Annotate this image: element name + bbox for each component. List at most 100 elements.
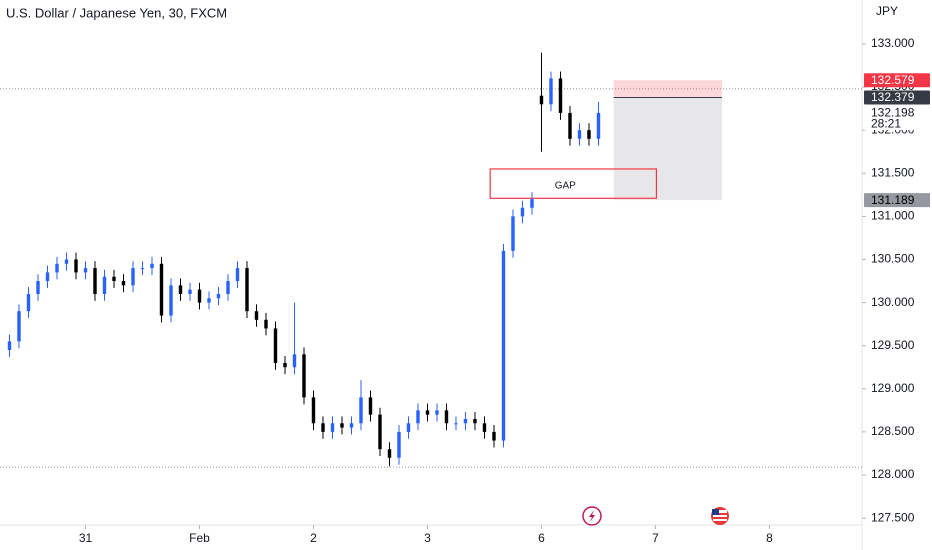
candle-body [207, 298, 211, 303]
candle-body [150, 263, 154, 269]
candle-body [159, 263, 164, 316]
y-unit: JPY [876, 4, 898, 18]
flag-stripe [713, 510, 727, 513]
candle-body [539, 95, 544, 105]
candle-body [473, 418, 477, 424]
candle-body [17, 311, 21, 342]
flag-stripe [713, 515, 727, 517]
flag-icon[interactable] [711, 507, 729, 525]
candle-body [235, 268, 240, 282]
candle-body [549, 78, 553, 105]
y-tick-label: 130.000 [871, 295, 915, 309]
candle-body [64, 259, 69, 264]
price-label: 132.579 [871, 73, 915, 87]
y-tick-label: 131.500 [871, 165, 915, 179]
candle-body [340, 423, 344, 428]
lightning [589, 510, 595, 522]
candle-body [7, 341, 12, 350]
price-label: 132.379 [871, 90, 915, 104]
candle-body [454, 423, 458, 425]
candle-body [245, 268, 249, 312]
candle-body [188, 289, 192, 294]
gap-box [489, 168, 658, 199]
candle-body [558, 78, 563, 113]
candle-body [45, 272, 50, 282]
y-tick-label: 129.500 [871, 338, 915, 352]
candle-body [368, 397, 373, 415]
candle-body [197, 289, 202, 303]
candle-body [492, 431, 496, 441]
candle-body [520, 207, 525, 217]
event-icon[interactable] [582, 506, 602, 526]
candle-body [121, 281, 126, 286]
candle-body [26, 293, 31, 312]
candle-body [93, 268, 97, 294]
candle-body [292, 354, 297, 368]
candle-body [359, 397, 363, 424]
y-tick-label: 127.500 [871, 510, 915, 524]
candle-body [435, 410, 439, 415]
price-label-bg [864, 73, 930, 88]
candle-body [587, 130, 591, 139]
candle-body [397, 431, 401, 458]
candle-body [112, 276, 116, 282]
x-tick-label: 6 [538, 531, 545, 545]
price-label: 131.189 [871, 193, 915, 207]
y-tick-label: 128.000 [871, 467, 915, 481]
candle-body [406, 423, 411, 432]
candle-body [302, 354, 306, 398]
candle-body [254, 311, 259, 320]
candle-body [568, 112, 572, 139]
candle-body [178, 285, 183, 294]
candle-body [102, 276, 107, 294]
candle-body [463, 418, 468, 424]
x-tick-label: 7 [652, 531, 659, 545]
y-tick-label: 130.500 [871, 252, 915, 266]
candle-body [511, 216, 515, 251]
candle-body [283, 362, 287, 368]
candle-body [577, 130, 582, 139]
candle-body [264, 319, 268, 329]
y-tick-label: 129.000 [871, 381, 915, 395]
y-tick-label: 133.000 [871, 36, 915, 50]
candle-body [226, 281, 230, 294]
y-tick-label: 131.000 [871, 209, 915, 223]
candle-body [444, 410, 449, 424]
flag-canton [712, 509, 719, 515]
price-label-bg [864, 90, 930, 105]
candle-body [416, 410, 420, 424]
gap-label: GAP [555, 180, 576, 191]
candle-body [321, 423, 325, 432]
chart-title: U.S. Dollar / Japanese Yen, 30, FXCM [6, 5, 227, 20]
candle-body [140, 268, 145, 270]
x-tick-label: 3 [424, 531, 431, 545]
plot: 127.500 128.000 128.500 129.000 129.500 130.0… [0, 36, 915, 545]
last-price: 132.198 [871, 105, 915, 119]
stop-zone [613, 97, 722, 201]
candle-body [273, 328, 278, 363]
candle-body [83, 268, 88, 273]
x-tick-label: 8 [766, 531, 773, 545]
candle-body [378, 414, 382, 450]
candle-body [36, 281, 40, 294]
candle-body [131, 268, 135, 286]
candle-body [216, 293, 221, 299]
price-label-bg [864, 193, 930, 208]
flag-stripe [713, 519, 727, 521]
y-tick-label: 128.500 [871, 424, 915, 438]
target-zone [613, 80, 722, 98]
candle-body [425, 410, 430, 415]
candle-body [74, 259, 78, 273]
candle-body [387, 449, 392, 458]
candle-body [596, 112, 601, 139]
candle-body [530, 199, 534, 208]
candle-body [330, 423, 335, 432]
candle-body [482, 423, 487, 432]
last-price-bg [864, 106, 930, 131]
candle-body [169, 285, 173, 316]
x-tick-label: 2 [310, 531, 317, 545]
x-tick-label: 31 [79, 531, 93, 545]
candle-body [349, 423, 354, 428]
